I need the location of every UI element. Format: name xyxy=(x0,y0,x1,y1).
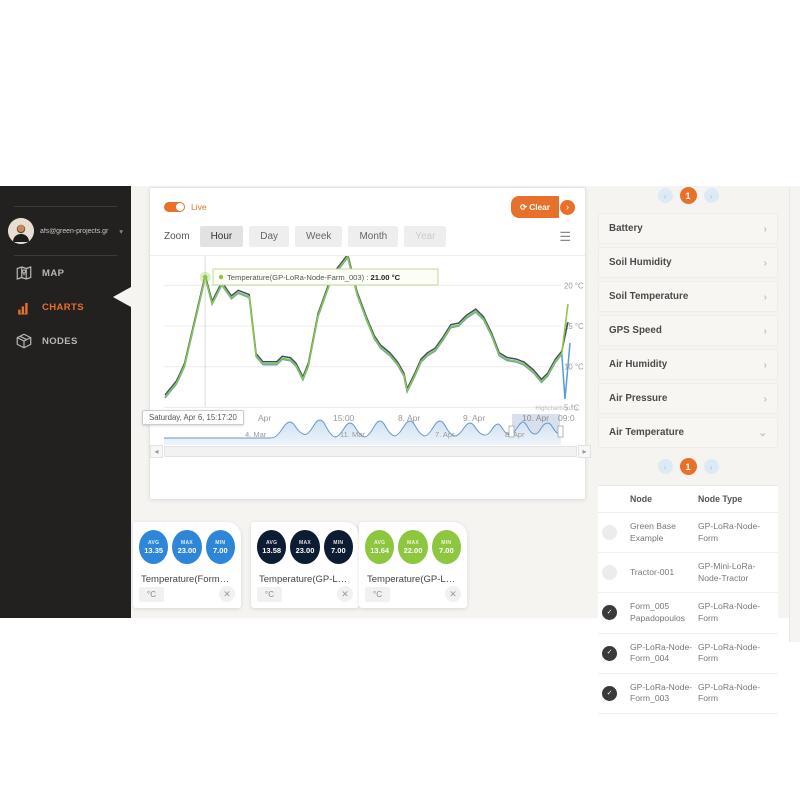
svg-text:7. Apr: 7. Apr xyxy=(435,430,455,439)
svg-text:20 °C: 20 °C xyxy=(564,281,584,290)
svg-text:11. Mar: 11. Mar xyxy=(340,430,365,439)
svg-text:Temperature(GP-LoRa-Node-Farm_: Temperature(GP-LoRa-Node-Farm_003) : 21.… xyxy=(227,273,401,282)
svg-text:4. Mar: 4. Mar xyxy=(245,430,267,439)
svg-text:8. Apr: 8. Apr xyxy=(505,430,525,439)
